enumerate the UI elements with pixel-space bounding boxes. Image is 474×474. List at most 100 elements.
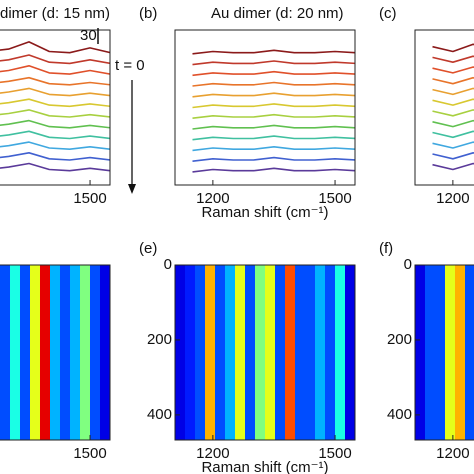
spectrum	[0, 87, 110, 97]
spectrum	[0, 54, 110, 65]
spectrum	[192, 113, 355, 119]
heatmap-cell	[305, 265, 316, 440]
panel-frame	[414, 264, 474, 441]
heatmap-cell	[20, 265, 31, 440]
heatmap-cell	[295, 265, 306, 440]
spectrum	[432, 43, 474, 53]
plot-area	[192, 49, 355, 173]
heatmap-cell	[205, 265, 216, 440]
time-label: t = 0	[115, 57, 145, 74]
panel-frame	[0, 264, 111, 441]
spectrum	[0, 109, 110, 118]
panel-label: (c)	[379, 5, 397, 22]
spectrum	[192, 167, 355, 173]
panel-title: Au dimer (d: 20 nm)	[211, 5, 344, 22]
spectrum	[0, 152, 110, 161]
spectrum	[432, 130, 474, 139]
heatmap-cell	[100, 265, 110, 440]
spectrum	[432, 109, 474, 117]
heatmap-cell	[435, 265, 446, 440]
spectrum	[432, 66, 474, 74]
heatmap-cell	[265, 265, 276, 440]
plot-area	[175, 265, 355, 440]
heatmap-cell	[315, 265, 326, 440]
panel-label: (b)	[139, 5, 157, 22]
spectrum	[0, 76, 110, 86]
heatmap-cell	[245, 265, 256, 440]
heatmap-cell	[30, 265, 41, 440]
panel-frame	[414, 29, 474, 186]
time-arrowhead	[128, 184, 136, 194]
heatmap-cell	[0, 265, 11, 440]
y-tick-label: 200	[147, 331, 172, 348]
spectrum	[192, 60, 355, 66]
spectrum	[0, 162, 110, 172]
spectrum	[432, 141, 474, 149]
x-tick-label: 1500	[73, 445, 106, 462]
panel-title: dimer (d: 15 nm)	[0, 5, 110, 22]
heatmap-cell	[255, 265, 266, 440]
spectrum	[432, 119, 474, 128]
x-tick-label: 1200	[196, 445, 229, 462]
panel-frame	[174, 264, 356, 441]
heatmap-cell	[425, 265, 436, 440]
spectrum	[0, 65, 110, 75]
heatmap-cell	[325, 265, 336, 440]
spectrum	[192, 146, 355, 152]
spectrum	[432, 152, 474, 160]
heatmap-cell	[40, 265, 51, 440]
panel-frame	[0, 29, 111, 186]
panel-label: (f)	[379, 240, 393, 257]
heatmap-cell	[455, 265, 466, 440]
heatmap-cell	[60, 265, 71, 440]
plot-area	[0, 265, 110, 440]
heatmap-cell	[175, 265, 186, 440]
x-axis-label: Raman shift (cm⁻¹)	[201, 204, 328, 221]
spectrum	[192, 156, 355, 162]
spectrum	[0, 98, 110, 108]
spectrum	[0, 41, 110, 54]
heatmap-cell	[285, 265, 296, 440]
panel-frame	[174, 29, 356, 186]
y-tick-label: 400	[147, 406, 172, 423]
spectrum	[0, 130, 110, 140]
spectrum	[192, 49, 355, 55]
y-tick-label: 200	[387, 331, 412, 348]
heatmap-cell	[185, 265, 196, 440]
plot-area	[415, 265, 474, 440]
heatmap-cell	[465, 265, 474, 440]
heatmap-cell	[90, 265, 101, 440]
spectrum	[432, 87, 474, 96]
x-tick-label: 1500	[73, 190, 106, 207]
heatmap-cell	[335, 265, 346, 440]
heatmap-cell	[415, 265, 426, 440]
spectrum	[192, 135, 355, 141]
spectrum	[0, 119, 110, 129]
spectrum	[432, 76, 474, 85]
heatmap-cell	[235, 265, 246, 440]
heatmap-cell	[195, 265, 206, 440]
heatmap-cell	[445, 265, 456, 440]
heatmap-cell	[10, 265, 21, 440]
y-tick-label: 0	[404, 256, 412, 273]
plot-area	[432, 43, 474, 171]
x-tick-label: 1200	[436, 445, 469, 462]
heatmap-cell	[50, 265, 61, 440]
y-tick-label: 400	[387, 406, 412, 423]
panel-label: (e)	[139, 240, 157, 257]
heatmap-cell	[70, 265, 81, 440]
plot-area	[0, 41, 110, 172]
spectrum	[432, 98, 474, 106]
spectrum	[192, 81, 355, 87]
spectrum	[192, 70, 355, 77]
x-tick-label: 1200	[436, 190, 469, 207]
spectrum	[192, 92, 355, 98]
heatmap-cell	[225, 265, 236, 440]
scale-label: 30	[80, 27, 97, 44]
heatmap-cell	[345, 265, 355, 440]
spectrum	[432, 162, 474, 171]
heatmap-cell	[215, 265, 226, 440]
x-tick-label: 1500	[318, 190, 351, 207]
x-tick-label: 1500	[318, 445, 351, 462]
